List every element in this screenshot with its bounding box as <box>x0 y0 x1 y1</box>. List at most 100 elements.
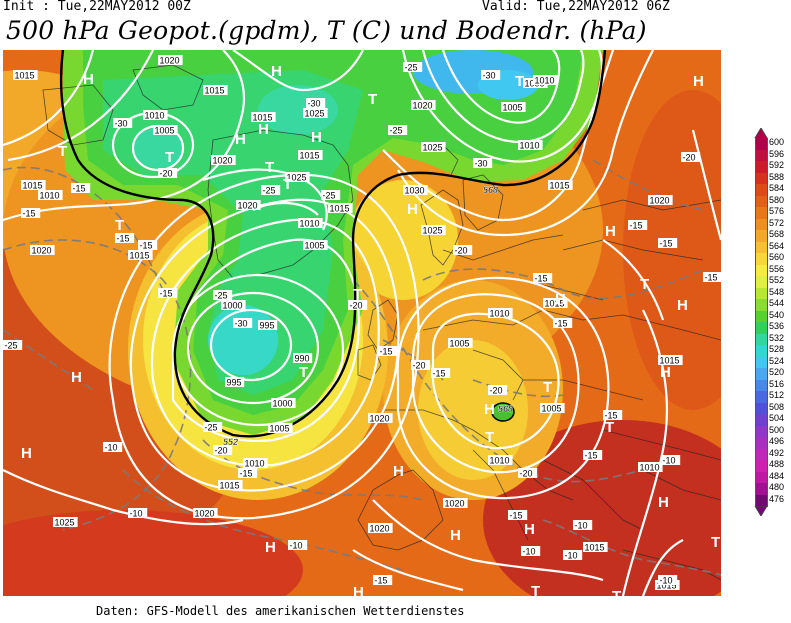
isobar-label-text: 1025 <box>305 109 325 119</box>
isotherm-label-text: -30 <box>483 71 496 81</box>
isotherm-label: -25 <box>213 290 233 301</box>
pressure-isobars <box>3 50 721 596</box>
legend-entry: 588 <box>745 172 791 186</box>
isotherm-label-text: -15 <box>660 239 673 249</box>
low-pressure-center: T <box>711 534 720 551</box>
legend-label: 600 <box>769 137 785 147</box>
legend-swatch <box>755 264 768 277</box>
isobar-label-text: 1020 <box>238 201 258 211</box>
low-pressure-center: T <box>515 73 524 90</box>
legend-entry: 488 <box>745 459 791 473</box>
isotherm-label-text: -20 <box>215 446 228 456</box>
isotherm-label-text: -30 <box>475 159 488 169</box>
legend-label: 572 <box>769 217 785 228</box>
isotherm-label-text: -20 <box>490 386 503 396</box>
isotherm-label-text: -15 <box>380 347 393 357</box>
legend-swatch <box>755 287 768 300</box>
legend-label: 540 <box>769 309 785 320</box>
legend-swatch <box>755 345 768 357</box>
isotherm-label-text: -10 <box>575 521 588 531</box>
legend-entry: 520 <box>745 367 791 381</box>
isobar-label: 1015 <box>218 480 243 491</box>
isobar-label-text: 1015 <box>253 113 273 123</box>
isobar-label: 1005 <box>268 423 293 434</box>
legend-label: 488 <box>769 459 785 469</box>
high-pressure-center: H <box>658 494 669 511</box>
isobar-label: 1010 <box>298 218 323 229</box>
legend-label: 560 <box>769 252 785 262</box>
legend-label: 492 <box>769 447 785 458</box>
legend-label: 500 <box>769 424 785 435</box>
isobar-label-text: 1020 <box>213 156 233 166</box>
isotherm-label-text: -20 <box>413 361 426 371</box>
isotherm-label-text: -25 <box>205 423 218 433</box>
legend-entry: 560 <box>745 252 791 266</box>
isobar-label: 1000 <box>271 398 296 409</box>
isobar-label-text: 1015 <box>23 181 43 191</box>
isobar-label: 1015 <box>328 203 353 214</box>
isobar-label: 1025 <box>53 517 78 528</box>
isobar-label: 1015 <box>298 150 323 161</box>
isobar-label: 1015 <box>13 70 38 81</box>
isobar-label: 1005 <box>540 403 565 414</box>
isotherm-label-text: -15 <box>555 319 568 329</box>
legend-swatch <box>755 195 768 208</box>
low-pressure-center: T <box>531 583 540 596</box>
legend-entry: 512 <box>745 390 791 404</box>
legend-entry: 476 <box>745 494 791 508</box>
isotherm-label: -20 <box>158 168 178 179</box>
isobar-label-text: 1015 <box>220 481 240 491</box>
isotherm-label: -30 <box>233 318 253 329</box>
isobar-label: 1020 <box>30 245 55 256</box>
legend-entry: 568 <box>745 229 791 243</box>
isobar-label-text: 1020 <box>370 414 390 424</box>
isotherm-label-text: -25 <box>405 63 418 73</box>
legend-swatch <box>755 172 768 185</box>
isobar-label: 1025 <box>285 172 310 183</box>
isobar-label: 1000 <box>221 300 246 311</box>
legend-label: 548 <box>769 286 785 297</box>
high-pressure-center: H <box>21 445 32 462</box>
isotherm-label-text: -10 <box>105 443 118 453</box>
low-pressure-center: T <box>485 429 494 446</box>
isotherm-label: -20 <box>488 385 508 396</box>
isotherm-label: -15 <box>158 288 178 299</box>
isobar-label: 1025 <box>421 142 446 153</box>
isobar-label-text: 1015 <box>300 151 320 161</box>
legend-label: 576 <box>769 206 785 216</box>
isobar-label-text: 1005 <box>305 241 325 251</box>
isobar-label-text: 1020 <box>413 101 433 111</box>
low-pressure-center: T <box>58 143 67 160</box>
legend-entry: 528 <box>745 344 791 358</box>
legend-swatch <box>755 379 768 392</box>
legend-label: 596 <box>769 148 785 159</box>
isobar-label: 1010 <box>243 458 268 469</box>
legend-label: 564 <box>769 240 785 251</box>
legend-label: 568 <box>769 229 785 239</box>
legend-swatch <box>755 368 768 380</box>
legend-swatch <box>755 402 768 415</box>
isobar-label: 1005 <box>153 125 178 136</box>
legend-entry: 576 <box>745 206 791 220</box>
isobar-label-text: 1010 <box>490 456 510 466</box>
legend-swatch <box>755 471 768 484</box>
isobar-label-text: 1005 <box>503 103 523 113</box>
legend-swatch <box>755 276 768 288</box>
isobar-label: 1020 <box>368 523 393 534</box>
legend-swatch <box>755 437 768 449</box>
isobar-label: 1015 <box>583 542 608 553</box>
isobar-label-text: 1020 <box>370 524 390 534</box>
isotherm-label-text: -15 <box>535 274 548 284</box>
init-time: Init : Tue,22MAY2012 00Z <box>3 0 191 14</box>
isobar-label-text: 1010 <box>40 191 60 201</box>
isobar-label-text: 1010 <box>640 463 660 473</box>
isobar-label-text: 1015 <box>657 581 677 591</box>
isobar-label: 1010 <box>518 140 543 151</box>
low-pressure-center: T <box>368 91 377 108</box>
isobar-label: 1025 <box>303 108 328 119</box>
isobar-label-text: 1010 <box>535 76 555 86</box>
legend-label: 544 <box>769 298 785 308</box>
isobar-label: 1025 <box>421 225 446 236</box>
isotherm-label: -10 <box>288 540 308 551</box>
